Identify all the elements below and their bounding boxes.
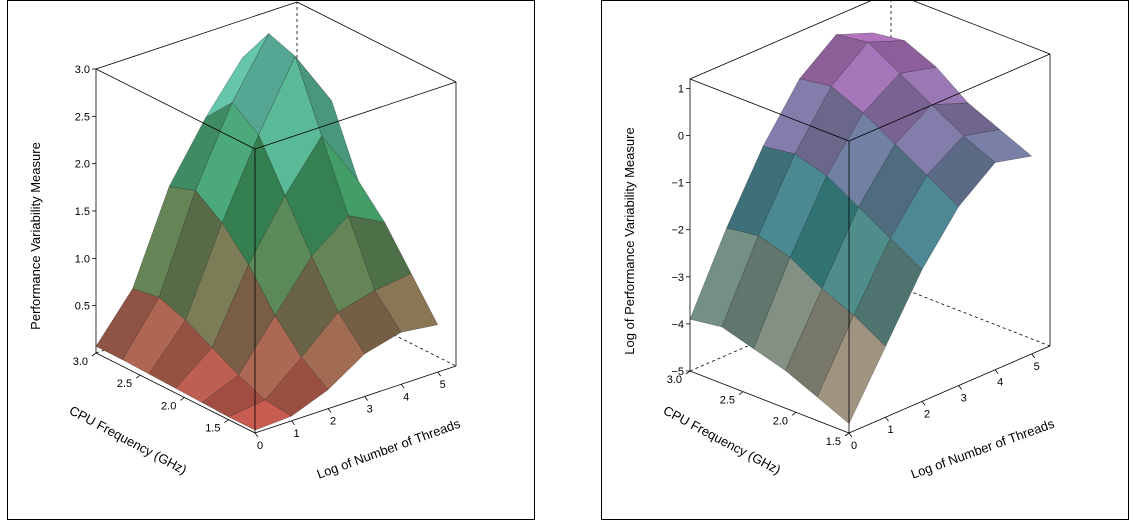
x-tick-mark [921,401,926,406]
box-edge-top-back-right [296,1,457,83]
x-axis-label: Log of Number of Threads [315,416,463,482]
x-tick-label: 2 [924,408,930,420]
y-tick-label: 2.0 [161,400,176,412]
x-tick-label: 3 [367,403,373,415]
z-tick-label: 1.0 [75,253,90,265]
x-tick-mark [291,420,295,426]
x-tick-mark [958,385,962,390]
z-tick-label: 1.5 [75,206,90,218]
x-tick-label: 5 [1034,361,1040,373]
x-tick-label: 1 [293,428,299,440]
box-edge-top-back-left [95,1,298,70]
z-tick-label: −3 [671,272,684,284]
y-tick-label: 2.5 [720,395,735,407]
y-tick-label: 3.0 [73,356,88,368]
z-tick-label: −4 [671,319,684,331]
x-tick-mark [364,396,368,401]
z-tick-label: 0.5 [75,301,90,313]
z-tick-label: −1 [671,178,684,190]
y-tick-label: 2.0 [773,415,788,427]
x-tick-label: 0 [257,440,263,452]
z-tick-label: 2.5 [75,111,90,123]
z-axis-label: Log of Performance Variability Measure [622,127,637,354]
y-tick-mark [180,397,185,401]
x-tick-mark [400,384,405,389]
surface-plot-right: −5 −4 −3 −2 −1 0 1 1.5 2.0 2.5 3.0 0 1 2 3 4 5 Log of Per… [622,1,1057,482]
box-edge-back-right [890,283,1051,347]
z-tick-label: −5 [671,366,684,378]
x-tick-mark [994,369,999,374]
x-tick-label: 4 [997,377,1003,389]
box-edge-top-front-left [689,78,850,142]
y-tick-label: 1.5 [205,423,220,435]
y-tick-label: 2.5 [117,378,132,390]
box-edge-top-back-right [912,1,1051,55]
box-edge-top-front-right [848,53,1051,142]
box-edge-front-left [689,370,850,434]
y-tick-mark [791,412,797,416]
z-tick-label: 1 [678,83,684,95]
x-tick-label: 2 [330,416,336,428]
y-axis-label: CPU Frequency (GHz) [661,403,783,478]
y-axis-label: CPU Frequency (GHz) [67,403,189,478]
x-tick-mark [885,416,889,422]
x-tick-label: 1 [887,424,893,436]
x-tick-label: 5 [440,379,446,391]
z-tick-label: 3.0 [75,64,90,76]
y-tick-label: 1.5 [826,436,841,448]
y-tick-mark [685,370,691,375]
y-tick-mark [135,374,141,379]
surface-plot-left: 0.5 1.0 1.5 2.0 2.5 3.0 1.5 2.0 2.5 3.0 0 1 2 3 4 5 Perf… [28,1,463,482]
z-tick-label: 0 [678,131,684,143]
x-tick-label: 4 [403,391,409,403]
z-tick-label: −2 [671,225,684,237]
x-tick-mark [848,432,853,438]
surface-facet [817,315,886,424]
chart-panel-right: −5 −4 −3 −2 −1 0 1 1.5 2.0 2.5 3.0 0 1 2 3 4 5 Log of Per… [601,0,1129,520]
x-tick-mark [1031,353,1036,359]
z-tick-label: 2.0 [75,159,90,171]
box-edge-front-right [848,345,1051,434]
y-tick-mark [844,432,850,437]
x-tick-mark [327,408,332,413]
y-tick-mark [738,391,744,395]
chart-panel-left: 0.5 1.0 1.5 2.0 2.5 3.0 1.5 2.0 2.5 3.0 0 1 2 3 4 5 Perf… [7,0,535,520]
y-tick-mark [91,352,97,357]
x-tick-mark [437,371,442,377]
box-edge-top-front-left [95,68,256,150]
x-axis-label: Log of Number of Threads [909,416,1057,482]
box-edge-top-front-right [254,81,457,150]
box-edge-top-back-left [689,1,872,80]
y-tick-label: 3.0 [667,374,682,386]
z-axis-label: Performance Variability Measure [28,142,43,330]
box-edge-front-right [254,365,457,434]
y-tick-mark [224,419,229,423]
x-tick-label: 0 [851,440,857,452]
x-tick-label: 3 [961,393,967,405]
x-tick-mark [254,432,259,438]
surface-facet [228,399,292,431]
